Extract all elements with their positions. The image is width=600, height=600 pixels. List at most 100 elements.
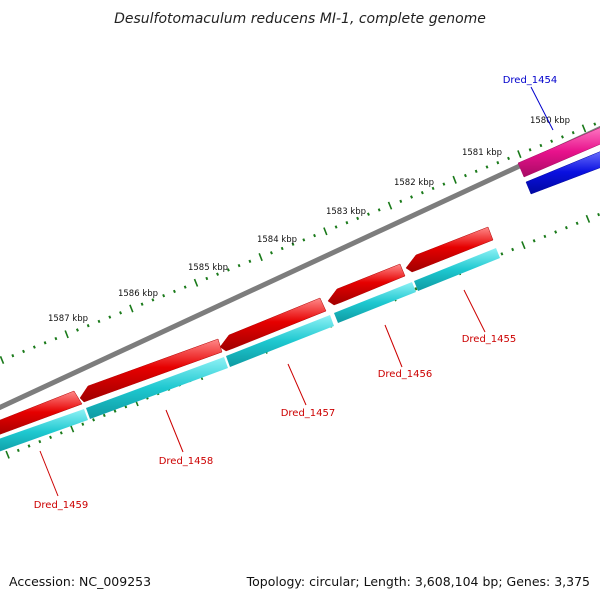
minor-tick	[140, 302, 144, 306]
cds-cyan-segment[interactable]	[86, 357, 228, 419]
major-tick	[258, 253, 263, 262]
minor-tick	[564, 226, 568, 230]
minor-tick	[27, 444, 31, 448]
minor-tick	[248, 259, 252, 263]
minor-tick	[532, 239, 536, 243]
tick-label: 1583 kbp	[326, 207, 366, 217]
tick-label: 1586 kbp	[118, 289, 158, 299]
minor-tick	[226, 268, 230, 272]
tick-labels: 1587 kbp 1586 kbp 1585 kbp 1584 kbp 1583 kbp…	[48, 116, 570, 324]
minor-tick	[377, 208, 381, 212]
major-tick	[129, 304, 134, 313]
tick-label: 1587 kbp	[48, 314, 88, 324]
gene-label-dred-1454[interactable]: Dred_1454	[503, 75, 558, 86]
leader-line-dred-1456	[384, 324, 403, 368]
minor-tick	[431, 186, 435, 191]
minor-tick	[151, 298, 155, 302]
minor-tick	[345, 221, 349, 225]
minor-tick	[334, 225, 338, 229]
cds-arrow-magenta[interactable]	[517, 126, 600, 178]
minor-tick	[302, 238, 306, 242]
genome-summary-text: Topology: circular; Length: 3,608,104 bp…	[246, 574, 590, 589]
minor-tick	[539, 143, 543, 148]
minor-tick	[172, 289, 176, 294]
outer-tick-ring	[0, 122, 597, 365]
minor-tick	[38, 439, 42, 444]
minor-tick	[366, 212, 370, 216]
minor-tick	[543, 234, 547, 239]
minor-tick	[237, 263, 241, 268]
tick-label: 1581 kbp	[462, 148, 502, 158]
minor-tick	[54, 336, 58, 341]
gene-label-dred-1455[interactable]: Dred_1455	[462, 334, 517, 345]
minor-tick	[81, 422, 85, 426]
minor-tick	[11, 354, 15, 358]
minor-tick	[474, 169, 478, 173]
gene-label-dred-1457[interactable]: Dred_1457	[281, 408, 336, 419]
minor-tick	[280, 246, 284, 251]
minor-tick	[571, 131, 575, 135]
leader-line-dred-1458	[165, 409, 184, 453]
gene-label-dred-1456[interactable]: Dred_1456	[378, 369, 433, 380]
minor-tick	[511, 247, 515, 252]
cds-arrow-dred-1458[interactable]	[79, 338, 223, 403]
gene-label-dred-1459[interactable]: Dred_1459	[34, 500, 89, 511]
minor-tick	[442, 182, 446, 186]
minor-tick	[356, 216, 360, 221]
cds-arrow-dred-1457[interactable]	[219, 297, 327, 352]
cds-cyan-segment[interactable]	[334, 282, 416, 323]
map-title: Desulfotomaculum reducens MI-1, complete…	[114, 11, 486, 27]
minor-tick	[16, 448, 20, 453]
leader-line-dred-1455	[463, 289, 486, 333]
cds-arrow-dred-1455[interactable]	[405, 226, 494, 273]
major-tick	[585, 214, 591, 223]
minor-tick	[313, 233, 317, 238]
minor-tick	[500, 252, 504, 256]
cds-track-cyan	[0, 248, 500, 455]
cds-cyan-segment[interactable]	[414, 248, 500, 291]
major-tick	[517, 150, 522, 159]
minor-tick	[410, 195, 414, 199]
minor-tick	[108, 315, 112, 319]
minor-tick	[560, 135, 564, 139]
cds-cyan-segment[interactable]	[0, 409, 88, 455]
major-tick	[5, 450, 10, 459]
minor-tick	[399, 199, 403, 203]
cds-arrow-dred-1459[interactable]	[0, 390, 83, 438]
minor-tick	[291, 242, 295, 246]
leader-line-dred-1457	[287, 363, 307, 406]
cds-arrow-dred-1456[interactable]	[327, 263, 406, 306]
minor-tick	[496, 161, 500, 165]
minor-tick	[22, 349, 26, 354]
major-tick	[193, 278, 199, 287]
tick-label: 1580 kbp	[530, 116, 570, 126]
leader-line-dred-1459	[39, 450, 59, 497]
major-tick	[452, 175, 457, 184]
gene-labels: Dred_1454 Dred_1455 Dred_1456 Dred_1457 …	[34, 75, 558, 511]
minor-tick	[113, 409, 117, 413]
major-tick	[64, 330, 69, 339]
cds-cyan-segment[interactable]	[226, 315, 334, 367]
minor-tick	[269, 251, 273, 255]
cds-track-red	[0, 226, 494, 438]
minor-tick	[593, 122, 597, 126]
minor-tick	[102, 413, 106, 418]
minor-tick	[507, 156, 511, 161]
minor-tick	[43, 341, 47, 345]
minor-tick	[463, 173, 467, 178]
minor-tick	[86, 324, 90, 328]
minor-tick	[59, 431, 63, 435]
genome-backbone	[0, 125, 600, 411]
minor-tick	[485, 165, 489, 169]
minor-tick	[420, 191, 424, 195]
tick-label: 1584 kbp	[257, 235, 297, 245]
cds-arrow-dred-1454[interactable]	[525, 150, 600, 195]
gene-label-dred-1458[interactable]: Dred_1458	[159, 456, 214, 467]
leader-line-dred-1454	[530, 86, 554, 131]
minor-tick	[414, 287, 418, 291]
tick-label: 1582 kbp	[394, 178, 434, 188]
minor-tick	[550, 139, 554, 143]
minor-tick	[119, 311, 123, 315]
major-tick	[581, 124, 587, 133]
